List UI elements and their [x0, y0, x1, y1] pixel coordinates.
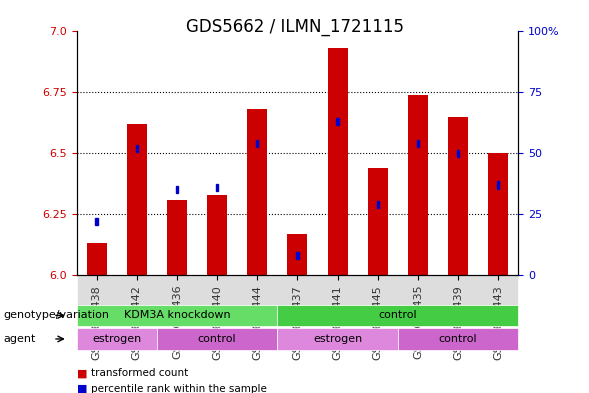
Text: GDS5662 / ILMN_1721115: GDS5662 / ILMN_1721115	[186, 18, 403, 36]
Text: estrogen: estrogen	[92, 334, 141, 344]
Text: transformed count: transformed count	[91, 368, 188, 378]
Text: KDM3A knockdown: KDM3A knockdown	[124, 310, 230, 320]
Bar	[376, 201, 379, 208]
Bar	[216, 184, 219, 191]
Text: percentile rank within the sample: percentile rank within the sample	[91, 384, 267, 393]
Bar	[95, 218, 98, 225]
Text: control: control	[198, 334, 236, 344]
Text: ■: ■	[77, 368, 87, 378]
Text: genotype/variation: genotype/variation	[3, 310, 109, 320]
Bar	[327, 48, 348, 275]
Bar	[497, 181, 499, 189]
Bar	[135, 145, 138, 152]
Bar	[256, 140, 259, 147]
Bar	[448, 117, 468, 275]
Text: ■: ■	[77, 384, 87, 393]
Bar	[127, 124, 147, 275]
Bar	[247, 109, 267, 275]
Bar	[87, 243, 107, 275]
Bar	[207, 195, 227, 275]
Text: control: control	[379, 310, 417, 320]
Bar	[296, 252, 299, 259]
Text: control: control	[439, 334, 478, 344]
Bar	[287, 234, 307, 275]
Bar	[336, 118, 339, 125]
Bar	[488, 153, 508, 275]
Bar	[417, 140, 419, 147]
Bar	[167, 200, 187, 275]
Bar	[176, 186, 178, 193]
Text: estrogen: estrogen	[313, 334, 362, 344]
Bar	[408, 95, 428, 275]
Text: agent: agent	[3, 334, 35, 344]
Bar	[457, 150, 459, 157]
Bar	[368, 168, 388, 275]
